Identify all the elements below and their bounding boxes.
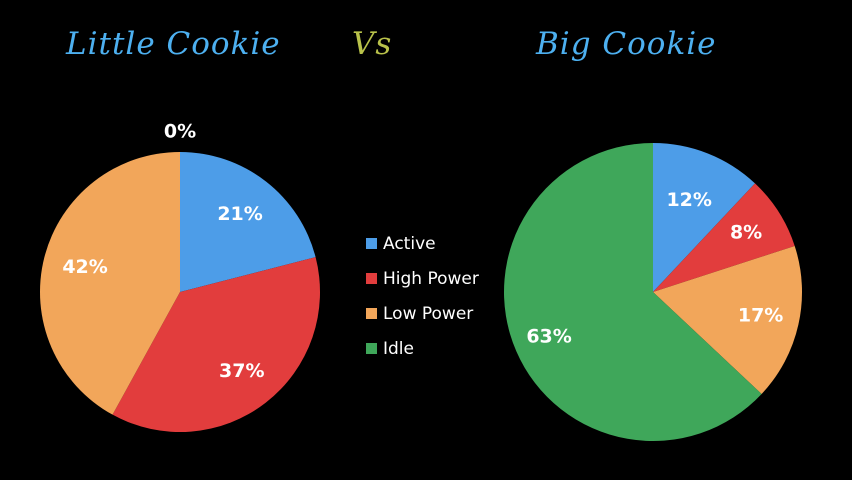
- pie-slice-low-power: [40, 152, 180, 415]
- legend-swatch: [366, 273, 377, 284]
- pie-slice-active: [180, 152, 316, 292]
- legend-item-active: Active: [366, 226, 479, 261]
- pie-slice-active: [653, 143, 755, 292]
- vs-title: Vs: [352, 26, 393, 62]
- pie-data-label-idle: 0%: [164, 121, 196, 143]
- pie-data-label-active: 12%: [666, 189, 711, 211]
- legend: Active High Power Low Power Idle: [366, 226, 479, 366]
- legend-label: Low Power: [383, 303, 474, 324]
- pie-slice-high-power: [112, 257, 320, 432]
- little-cookie-title: Little Cookie: [66, 26, 281, 62]
- pie-data-label-low-power: 42%: [62, 256, 107, 278]
- legend-item-low-power: Low Power: [366, 296, 479, 331]
- legend-swatch: [366, 238, 377, 249]
- big-cookie-title: Big Cookie: [536, 26, 717, 62]
- pie-data-label-low-power: 17%: [738, 305, 783, 327]
- pie-data-label-active: 21%: [217, 203, 262, 225]
- legend-label: Idle: [383, 338, 414, 359]
- pie-data-label-high-power: 37%: [219, 360, 264, 382]
- little-cookie-pie: 21% 37% 42% 0%: [40, 121, 320, 432]
- pie-data-label-idle: 63%: [526, 325, 571, 347]
- legend-item-idle: Idle: [366, 331, 479, 366]
- legend-swatch: [366, 308, 377, 319]
- legend-label: Active: [383, 233, 436, 254]
- pie-slice-idle: [503, 143, 762, 441]
- legend-label: High Power: [383, 268, 479, 289]
- pie-slice-high-power: [653, 183, 795, 292]
- pie-slice-low-power: [653, 245, 802, 394]
- pie-data-label-high-power: 8%: [730, 221, 762, 243]
- big-cookie-pie: 12% 8% 17% 63%: [503, 143, 802, 441]
- legend-swatch: [366, 343, 377, 354]
- legend-item-high-power: High Power: [366, 261, 479, 296]
